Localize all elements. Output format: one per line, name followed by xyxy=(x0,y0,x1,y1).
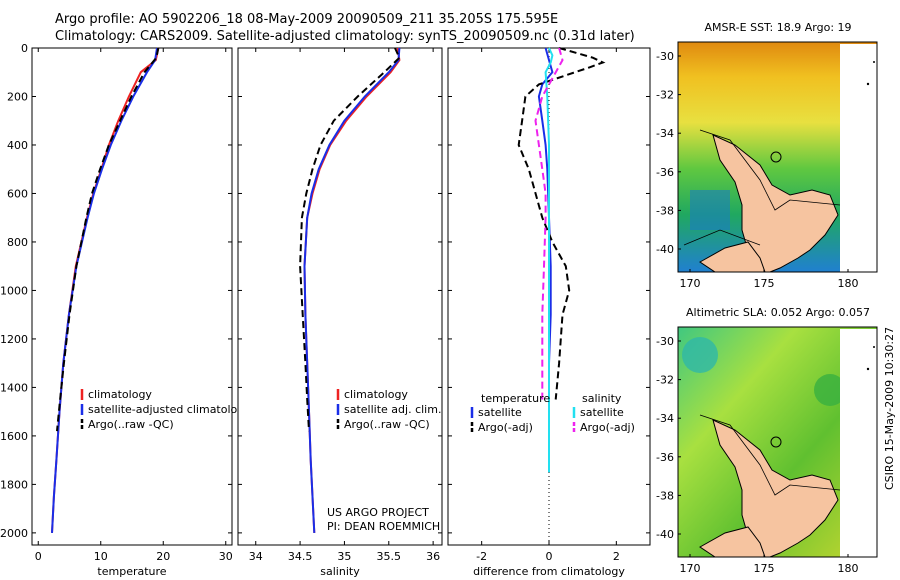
sst-no-data-strip xyxy=(840,44,877,272)
credit-line1: US ARGO PROJECT xyxy=(327,506,429,519)
sst-argo-location-marker xyxy=(770,151,782,163)
sla-island-dot xyxy=(866,367,870,371)
panel-frame xyxy=(31,47,233,546)
map-x-tick-label: 175 xyxy=(754,277,775,290)
x-tick-label: 10 xyxy=(94,550,108,563)
x-tick-label: 0 xyxy=(546,550,553,563)
x-axis-label: difference from climatology xyxy=(473,565,625,578)
map-y-tick-label: -34 xyxy=(656,127,674,140)
x-tick-label: 2 xyxy=(613,550,620,563)
sst-land-north-island xyxy=(712,134,839,273)
x-tick-label: 0 xyxy=(35,550,42,563)
sst-cool-patch xyxy=(690,190,730,230)
map-y-tick-label: -30 xyxy=(656,50,674,63)
map-x-tick-label: 170 xyxy=(680,562,701,575)
x-tick-label: 34 xyxy=(249,550,263,563)
x-tick-label: 20 xyxy=(156,550,170,563)
sla-map: Altimetric SLA: 0.052 Argo: 0.057 170 175… xyxy=(656,306,878,575)
map-y-tick-label: -32 xyxy=(656,374,674,387)
map-y-tick-label: -30 xyxy=(656,335,674,348)
y-tick-label: 400 xyxy=(7,139,28,152)
sst-map-title: AMSR-E SST: 18.9 Argo: 19 xyxy=(704,21,851,34)
y-tick-label: 800 xyxy=(7,236,28,249)
series-line-temperature-argo-adj- xyxy=(517,47,606,400)
x-axis-label: salinity xyxy=(320,565,360,578)
map-y-tick-label: -40 xyxy=(656,528,674,541)
profile-panel-2: 34 34.5 35 35.5 36 salinity climatology satelli… xyxy=(237,47,443,578)
series-line-satellite-adjusted-climatology xyxy=(51,47,158,533)
legend-header-salinity: salinity xyxy=(582,392,622,405)
series-line-salinity-satellite xyxy=(544,47,554,473)
sla-no-data-strip xyxy=(840,329,877,557)
sla-land-north-island xyxy=(712,419,839,558)
map-y-tick-label: -38 xyxy=(656,204,674,217)
figure-title-line1: Argo profile: AO 5902206_18 08-May-2009 … xyxy=(55,12,559,27)
credit-line2: PI: DEAN ROEMMICH xyxy=(327,520,440,533)
y-tick-label: 1600 xyxy=(0,430,28,443)
legend-label: climatology xyxy=(88,388,152,401)
map-y-tick-label: -36 xyxy=(656,166,674,179)
profile-panel-3: -2 0 2 difference from climatology temperatu… xyxy=(447,47,651,578)
x-tick-label: 36 xyxy=(426,550,440,563)
series-line-temperature-satellite xyxy=(537,47,554,364)
legend-label: satellite adj. clim. xyxy=(344,403,441,416)
x-tick-label: 35 xyxy=(337,550,351,563)
sst-island-dot xyxy=(873,61,875,63)
series-line-argo-raw-qc- xyxy=(56,47,160,432)
series-line-satellite-adj-clim- xyxy=(303,47,401,533)
sst-map: AMSR-E SST: 18.9 Argo: 19 170 175 180 -30 -3… xyxy=(656,21,878,290)
sla-anomaly-patch xyxy=(814,374,846,406)
map-y-tick-label: -38 xyxy=(656,489,674,502)
legend-label: Argo(-adj) xyxy=(478,421,533,434)
legend-label: Argo(..raw -QC) xyxy=(88,418,174,431)
sla-map-frame xyxy=(677,326,878,558)
x-tick-label: 35.5 xyxy=(377,550,402,563)
y-tick-label: 1800 xyxy=(0,478,28,491)
panel-frame xyxy=(237,47,443,546)
sst-map-frame xyxy=(677,41,878,273)
sla-map-title: Altimetric SLA: 0.052 Argo: 0.057 xyxy=(686,306,870,319)
y-tick-label: 0 xyxy=(21,42,28,55)
figure-title-line2: Climatology: CARS2009. Satellite-adjuste… xyxy=(55,29,635,44)
map-y-tick-label: -36 xyxy=(656,451,674,464)
timestamp-stamp: CSIRO 15-May-2009 10:30:27 xyxy=(883,327,896,490)
y-tick-label: 1200 xyxy=(0,333,28,346)
sla-low-anomaly xyxy=(682,337,718,373)
y-tick-label: 1000 xyxy=(0,284,28,297)
sst-island-dot xyxy=(866,82,870,86)
map-x-tick-label: 175 xyxy=(754,562,775,575)
y-tick-label: 2000 xyxy=(0,527,28,540)
legend-label: Argo(-adj) xyxy=(580,421,635,434)
y-tick-label: 600 xyxy=(7,187,28,200)
map-x-tick-label: 180 xyxy=(838,562,859,575)
map-y-tick-label: -34 xyxy=(656,412,674,425)
x-tick-label: 30 xyxy=(219,550,233,563)
sla-contour-line xyxy=(699,414,841,496)
x-axis-label: temperature xyxy=(97,565,166,578)
legend-label: satellite xyxy=(580,406,624,419)
legend-label: Argo(..raw -QC) xyxy=(344,418,430,431)
legend-label: satellite xyxy=(478,406,522,419)
sst-contour-line xyxy=(683,129,841,246)
legend-label: satellite-adjusted climatology xyxy=(88,403,251,416)
map-y-tick-label: -40 xyxy=(656,243,674,256)
series-line-argo-raw-qc- xyxy=(299,47,401,432)
y-tick-label: 200 xyxy=(7,90,28,103)
x-tick-label: -2 xyxy=(476,550,487,563)
map-x-tick-label: 180 xyxy=(838,277,859,290)
legend-header-temperature: temperature xyxy=(481,392,550,405)
map-x-tick-label: 170 xyxy=(680,277,701,290)
sla-argo-location-marker xyxy=(770,436,782,448)
x-tick-label: 34.5 xyxy=(288,550,313,563)
profile-panel-1: 0 200 400 600 800 1000 1200 1400 1600 1800 2000 0 10… xyxy=(0,42,251,578)
sla-island-dot xyxy=(873,346,875,348)
legend-label: climatology xyxy=(344,388,408,401)
y-tick-label: 1400 xyxy=(0,381,28,394)
map-y-tick-label: -32 xyxy=(656,89,674,102)
